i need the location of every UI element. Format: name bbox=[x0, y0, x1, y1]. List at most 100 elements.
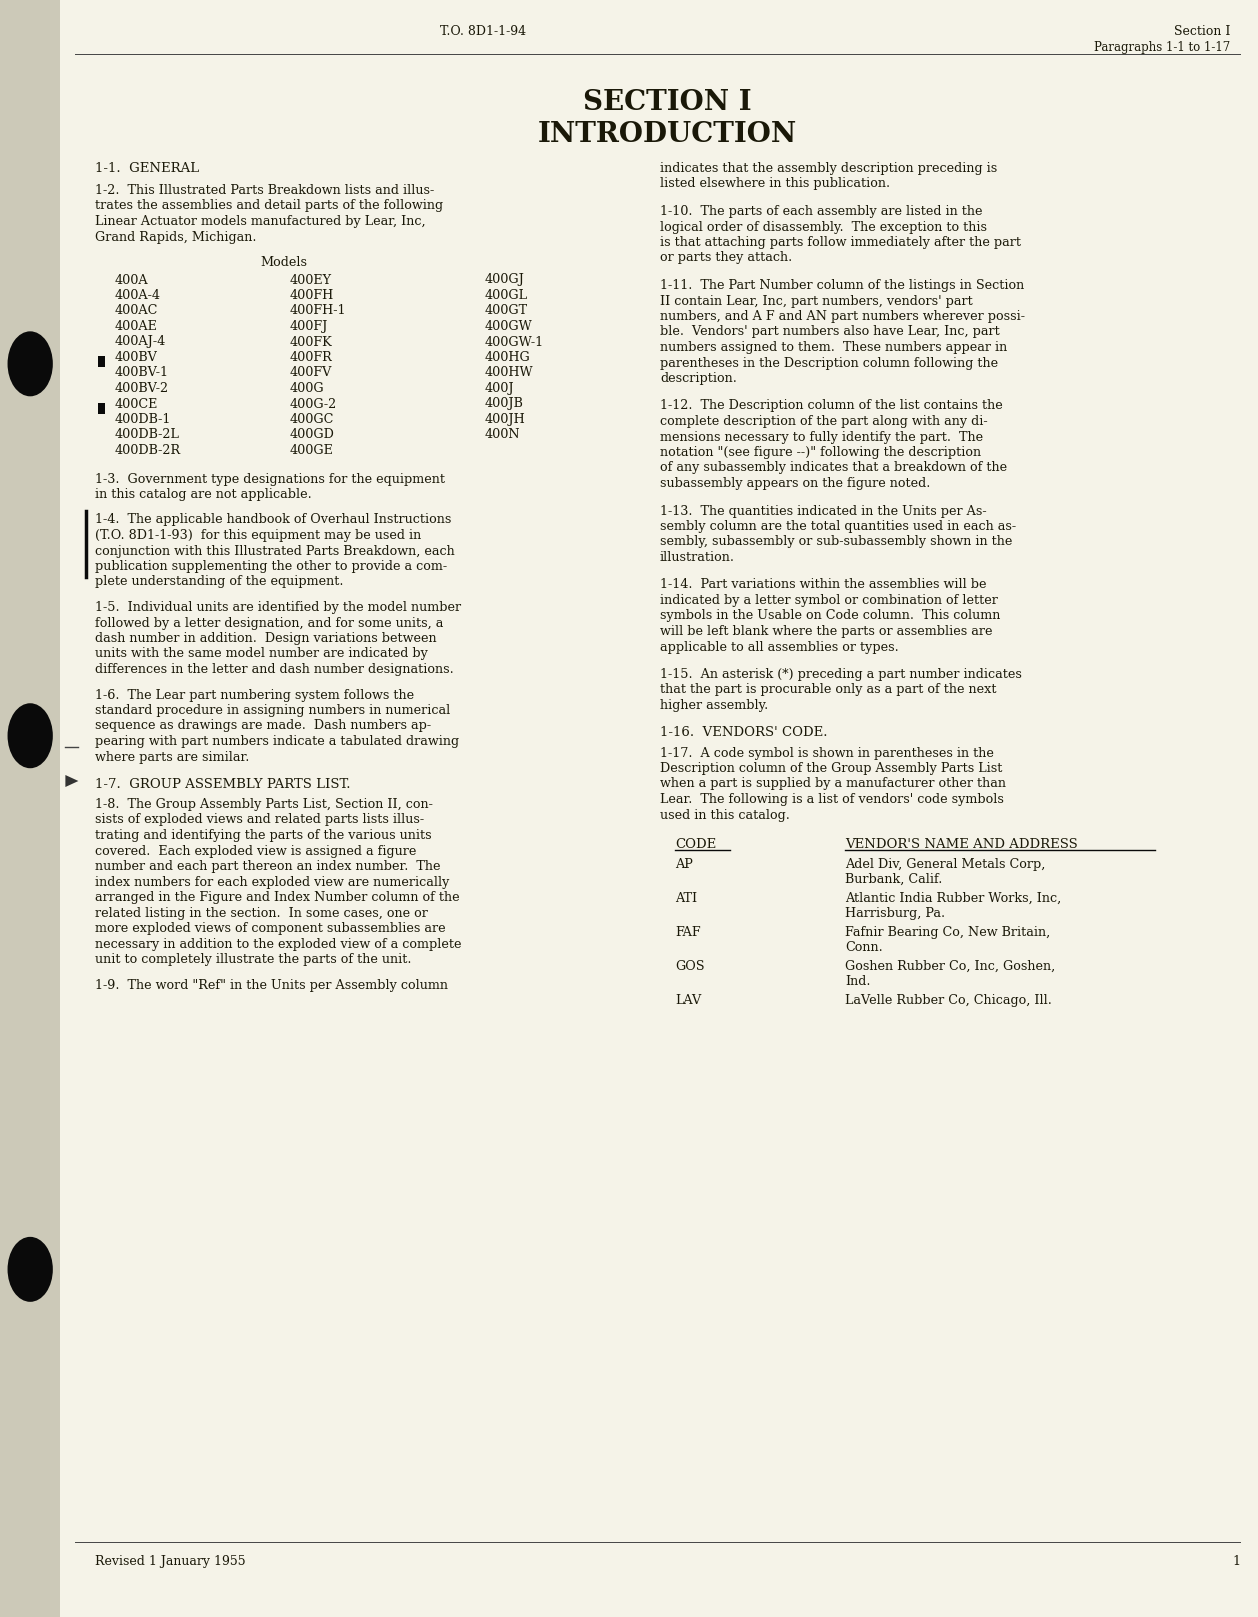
Text: 400DB-2L: 400DB-2L bbox=[114, 429, 180, 441]
Text: applicable to all assemblies or types.: applicable to all assemblies or types. bbox=[660, 640, 898, 653]
Text: indicates that the assembly description preceding is: indicates that the assembly description … bbox=[660, 162, 998, 175]
Bar bbox=[98, 356, 104, 367]
Text: Section I: Section I bbox=[1174, 24, 1230, 39]
Text: 1-8.  The Group Assembly Parts List, Section II, con-: 1-8. The Group Assembly Parts List, Sect… bbox=[96, 799, 433, 812]
Text: Fafnir Bearing Co, New Britain,: Fafnir Bearing Co, New Britain, bbox=[845, 925, 1050, 938]
Text: in this catalog are not applicable.: in this catalog are not applicable. bbox=[96, 488, 312, 501]
Text: CODE: CODE bbox=[676, 838, 716, 851]
Text: subassembly appears on the figure noted.: subassembly appears on the figure noted. bbox=[660, 477, 931, 490]
Text: ble.  Vendors' part numbers also have Lear, Inc, part: ble. Vendors' part numbers also have Lea… bbox=[660, 325, 1000, 338]
Text: used in this catalog.: used in this catalog. bbox=[660, 808, 790, 821]
Text: or parts they attach.: or parts they attach. bbox=[660, 252, 793, 265]
Text: 400BV-2: 400BV-2 bbox=[114, 382, 169, 395]
Text: 400GC: 400GC bbox=[291, 412, 335, 425]
Text: Harrisburg, Pa.: Harrisburg, Pa. bbox=[845, 907, 945, 920]
Text: Models: Models bbox=[260, 255, 307, 268]
Text: Paragraphs 1-1 to 1-17: Paragraphs 1-1 to 1-17 bbox=[1093, 40, 1230, 53]
Text: 1-6.  The Lear part numbering system follows the: 1-6. The Lear part numbering system foll… bbox=[96, 689, 414, 702]
Text: sembly, subassembly or sub-subassembly shown in the: sembly, subassembly or sub-subassembly s… bbox=[660, 535, 1013, 548]
Text: publication supplementing the other to provide a com-: publication supplementing the other to p… bbox=[96, 559, 447, 572]
Text: more exploded views of component subassemblies are: more exploded views of component subasse… bbox=[96, 922, 445, 935]
Bar bbox=[0, 0, 60, 1617]
Text: differences in the letter and dash number designations.: differences in the letter and dash numbe… bbox=[96, 663, 454, 676]
Text: VENDOR'S NAME AND ADDRESS: VENDOR'S NAME AND ADDRESS bbox=[845, 838, 1078, 851]
Text: INTRODUCTION: INTRODUCTION bbox=[538, 121, 798, 149]
Text: 1-14.  Part variations within the assemblies will be: 1-14. Part variations within the assembl… bbox=[660, 579, 986, 592]
Text: 400AC: 400AC bbox=[114, 304, 159, 317]
Text: 400GW: 400GW bbox=[486, 320, 532, 333]
Text: 1-2.  This Illustrated Parts Breakdown lists and illus-: 1-2. This Illustrated Parts Breakdown li… bbox=[96, 184, 434, 197]
Text: arranged in the Figure and Index Number column of the: arranged in the Figure and Index Number … bbox=[96, 891, 459, 904]
Text: covered.  Each exploded view is assigned a figure: covered. Each exploded view is assigned … bbox=[96, 844, 416, 857]
Text: indicated by a letter symbol or combination of letter: indicated by a letter symbol or combinat… bbox=[660, 593, 998, 606]
Text: higher assembly.: higher assembly. bbox=[660, 699, 769, 711]
Text: 1-11.  The Part Number column of the listings in Section: 1-11. The Part Number column of the list… bbox=[660, 280, 1024, 293]
Text: 400FR: 400FR bbox=[291, 351, 333, 364]
Text: 1-1.  GENERAL: 1-1. GENERAL bbox=[96, 162, 199, 175]
Text: necessary in addition to the exploded view of a complete: necessary in addition to the exploded vi… bbox=[96, 938, 462, 951]
Text: 400FK: 400FK bbox=[291, 335, 333, 349]
Text: 400A-4: 400A-4 bbox=[114, 289, 161, 302]
Text: 400FH-1: 400FH-1 bbox=[291, 304, 346, 317]
Text: logical order of disassembly.  The exception to this: logical order of disassembly. The except… bbox=[660, 220, 988, 233]
Text: 400G-2: 400G-2 bbox=[291, 398, 337, 411]
Text: 400JB: 400JB bbox=[486, 398, 523, 411]
Text: 400BV: 400BV bbox=[114, 351, 157, 364]
Text: 400HW: 400HW bbox=[486, 367, 533, 380]
Ellipse shape bbox=[8, 331, 53, 396]
Text: Goshen Rubber Co, Inc, Goshen,: Goshen Rubber Co, Inc, Goshen, bbox=[845, 959, 1055, 972]
Text: 400DB-1: 400DB-1 bbox=[114, 412, 171, 425]
Text: mensions necessary to fully identify the part.  The: mensions necessary to fully identify the… bbox=[660, 430, 982, 443]
Text: 1-7.  GROUP ASSEMBLY PARTS LIST.: 1-7. GROUP ASSEMBLY PARTS LIST. bbox=[96, 778, 351, 791]
Text: II contain Lear, Inc, part numbers, vendors' part: II contain Lear, Inc, part numbers, vend… bbox=[660, 294, 972, 307]
Text: 1-16.  VENDORS' CODE.: 1-16. VENDORS' CODE. bbox=[660, 726, 828, 739]
Text: notation "(see figure --)" following the description: notation "(see figure --)" following the… bbox=[660, 446, 981, 459]
Polygon shape bbox=[65, 775, 78, 787]
Text: 400GW-1: 400GW-1 bbox=[486, 335, 545, 349]
Text: (T.O. 8D1-1-93)  for this equipment may be used in: (T.O. 8D1-1-93) for this equipment may b… bbox=[96, 529, 421, 542]
Text: 400JH: 400JH bbox=[486, 412, 526, 425]
Text: 1-17.  A code symbol is shown in parentheses in the: 1-17. A code symbol is shown in parenthe… bbox=[660, 747, 994, 760]
Text: trating and identifying the parts of the various units: trating and identifying the parts of the… bbox=[96, 830, 431, 842]
Text: 400DB-2R: 400DB-2R bbox=[114, 445, 181, 458]
Text: sequence as drawings are made.  Dash numbers ap-: sequence as drawings are made. Dash numb… bbox=[96, 720, 431, 733]
Text: GOS: GOS bbox=[676, 959, 704, 972]
Text: 400G: 400G bbox=[291, 382, 325, 395]
Text: numbers assigned to them.  These numbers appear in: numbers assigned to them. These numbers … bbox=[660, 341, 1008, 354]
Text: followed by a letter designation, and for some units, a: followed by a letter designation, and fo… bbox=[96, 616, 443, 629]
Text: 400FJ: 400FJ bbox=[291, 320, 328, 333]
Text: 400EY: 400EY bbox=[291, 273, 332, 286]
Text: description.: description. bbox=[660, 372, 737, 385]
Text: 400HG: 400HG bbox=[486, 351, 531, 364]
Text: 400AJ-4: 400AJ-4 bbox=[114, 335, 166, 349]
Text: 400CE: 400CE bbox=[114, 398, 159, 411]
Text: Revised 1 January 1955: Revised 1 January 1955 bbox=[96, 1556, 245, 1568]
Text: 400GL: 400GL bbox=[486, 289, 528, 302]
Text: dash number in addition.  Design variations between: dash number in addition. Design variatio… bbox=[96, 632, 437, 645]
Text: 1: 1 bbox=[1232, 1556, 1240, 1568]
Ellipse shape bbox=[8, 1237, 53, 1302]
Ellipse shape bbox=[8, 703, 53, 768]
Text: listed elsewhere in this publication.: listed elsewhere in this publication. bbox=[660, 178, 891, 191]
Text: Conn.: Conn. bbox=[845, 941, 883, 954]
Text: Lear.  The following is a list of vendors' code symbols: Lear. The following is a list of vendors… bbox=[660, 792, 1004, 805]
Text: pearing with part numbers indicate a tabulated drawing: pearing with part numbers indicate a tab… bbox=[96, 736, 459, 749]
Text: will be left blank where the parts or assemblies are: will be left blank where the parts or as… bbox=[660, 626, 993, 639]
Text: SECTION I: SECTION I bbox=[584, 89, 752, 116]
Text: where parts are similar.: where parts are similar. bbox=[96, 750, 249, 763]
Text: 400A: 400A bbox=[114, 273, 148, 286]
Text: that the part is procurable only as a part of the next: that the part is procurable only as a pa… bbox=[660, 684, 996, 697]
Text: 1-12.  The Description column of the list contains the: 1-12. The Description column of the list… bbox=[660, 399, 1003, 412]
Text: trates the assemblies and detail parts of the following: trates the assemblies and detail parts o… bbox=[96, 199, 443, 212]
Text: 400GJ: 400GJ bbox=[486, 273, 525, 286]
Text: ATI: ATI bbox=[676, 891, 697, 904]
Text: Burbank, Calif.: Burbank, Calif. bbox=[845, 873, 942, 886]
Text: illustration.: illustration. bbox=[660, 551, 735, 564]
Text: index numbers for each exploded view are numerically: index numbers for each exploded view are… bbox=[96, 875, 449, 888]
Text: numbers, and A F and AN part numbers wherever possi-: numbers, and A F and AN part numbers whe… bbox=[660, 310, 1025, 323]
Text: when a part is supplied by a manufacturer other than: when a part is supplied by a manufacture… bbox=[660, 778, 1006, 791]
Text: LAV: LAV bbox=[676, 993, 701, 1006]
Text: T.O. 8D1-1-94: T.O. 8D1-1-94 bbox=[440, 24, 526, 39]
Text: is that attaching parts follow immediately after the part: is that attaching parts follow immediate… bbox=[660, 236, 1021, 249]
Text: 400GT: 400GT bbox=[486, 304, 528, 317]
